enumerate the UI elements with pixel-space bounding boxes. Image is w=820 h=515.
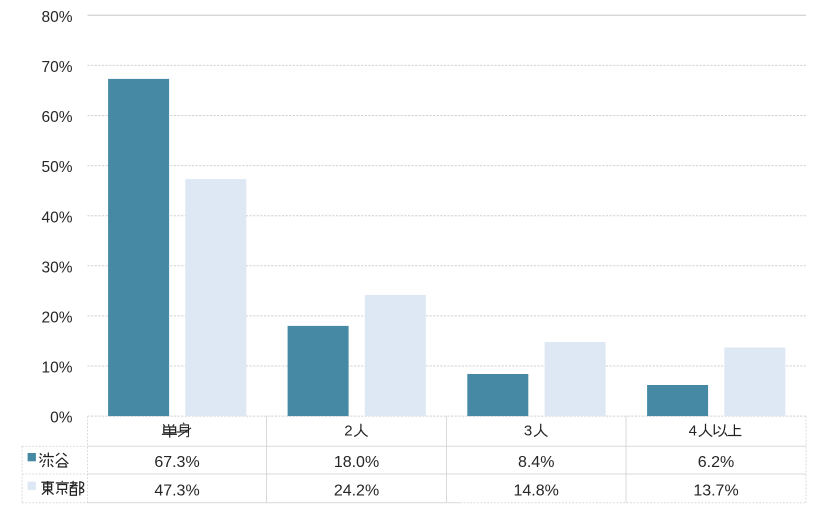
svg-text:30%: 30% — [41, 259, 72, 276]
svg-text:80%: 80% — [41, 9, 72, 26]
svg-text:40%: 40% — [41, 209, 72, 226]
svg-text:70%: 70% — [41, 59, 72, 76]
svg-text:50%: 50% — [41, 159, 72, 176]
svg-text:14.8%: 14.8% — [514, 482, 559, 499]
svg-text:6.2%: 6.2% — [698, 454, 734, 471]
svg-text:4: 4 — [689, 423, 697, 440]
svg-text:8.4%: 8.4% — [518, 454, 554, 471]
svg-text:67.3%: 67.3% — [154, 454, 199, 471]
svg-text:13.7%: 13.7% — [693, 482, 738, 499]
svg-text:60%: 60% — [41, 109, 72, 126]
svg-text:18.0%: 18.0% — [334, 454, 379, 471]
svg-text:24.2%: 24.2% — [334, 482, 379, 499]
svg-text:47.3%: 47.3% — [154, 482, 199, 499]
svg-text:2: 2 — [344, 423, 352, 440]
svg-text:20%: 20% — [41, 310, 72, 327]
svg-text:10%: 10% — [41, 360, 72, 377]
svg-text:0%: 0% — [50, 410, 73, 427]
svg-text:3: 3 — [524, 423, 532, 440]
